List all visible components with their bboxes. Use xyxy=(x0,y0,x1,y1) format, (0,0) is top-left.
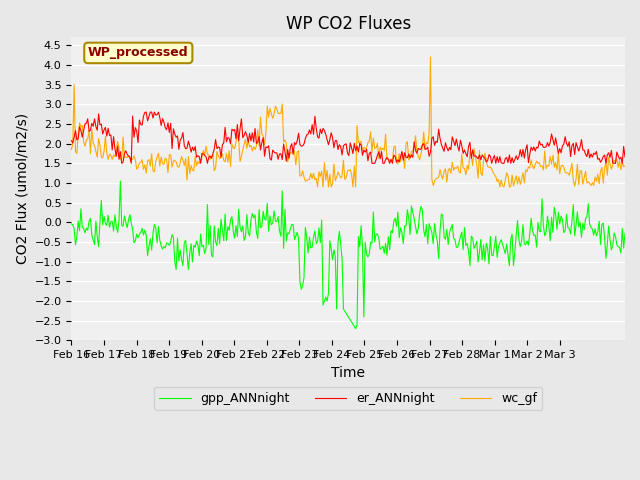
gpp_ANNnight xyxy=(378,245,385,251)
gpp_ANNnight xyxy=(235,206,243,212)
er_ANNnight xyxy=(460,150,467,156)
gpp_ANNnight xyxy=(352,326,360,332)
wc_gf xyxy=(427,54,435,60)
er_ANNnight xyxy=(621,154,629,160)
Y-axis label: CO2 Flux (umol/m2/s): CO2 Flux (umol/m2/s) xyxy=(15,113,29,264)
gpp_ANNnight xyxy=(116,178,124,184)
wc_gf xyxy=(476,148,483,154)
wc_gf xyxy=(314,184,321,190)
er_ANNnight xyxy=(255,134,263,140)
gpp_ANNnight xyxy=(476,249,483,255)
er_ANNnight xyxy=(568,143,576,148)
wc_gf xyxy=(376,144,384,150)
er_ANNnight xyxy=(476,152,483,158)
gpp_ANNnight xyxy=(460,247,467,252)
er_ANNnight xyxy=(142,109,150,115)
Line: wc_gf: wc_gf xyxy=(72,57,625,187)
Legend: gpp_ANNnight, er_ANNnight, wc_gf: gpp_ANNnight, er_ANNnight, wc_gf xyxy=(154,387,542,410)
wc_gf xyxy=(234,133,241,139)
er_ANNnight xyxy=(118,160,125,166)
Title: WP CO2 Fluxes: WP CO2 Fluxes xyxy=(285,15,411,33)
Line: gpp_ANNnight: gpp_ANNnight xyxy=(72,181,625,329)
gpp_ANNnight xyxy=(621,230,629,236)
gpp_ANNnight xyxy=(254,236,262,241)
Line: er_ANNnight: er_ANNnight xyxy=(72,112,625,163)
wc_gf xyxy=(253,143,260,149)
wc_gf xyxy=(460,165,467,171)
er_ANNnight xyxy=(68,138,76,144)
Text: WP_processed: WP_processed xyxy=(88,47,189,60)
er_ANNnight xyxy=(236,126,244,132)
gpp_ANNnight xyxy=(568,218,576,224)
X-axis label: Time: Time xyxy=(332,366,365,380)
wc_gf xyxy=(568,160,576,166)
wc_gf xyxy=(621,163,629,169)
wc_gf xyxy=(68,147,76,153)
gpp_ANNnight xyxy=(68,221,76,227)
er_ANNnight xyxy=(378,149,385,155)
